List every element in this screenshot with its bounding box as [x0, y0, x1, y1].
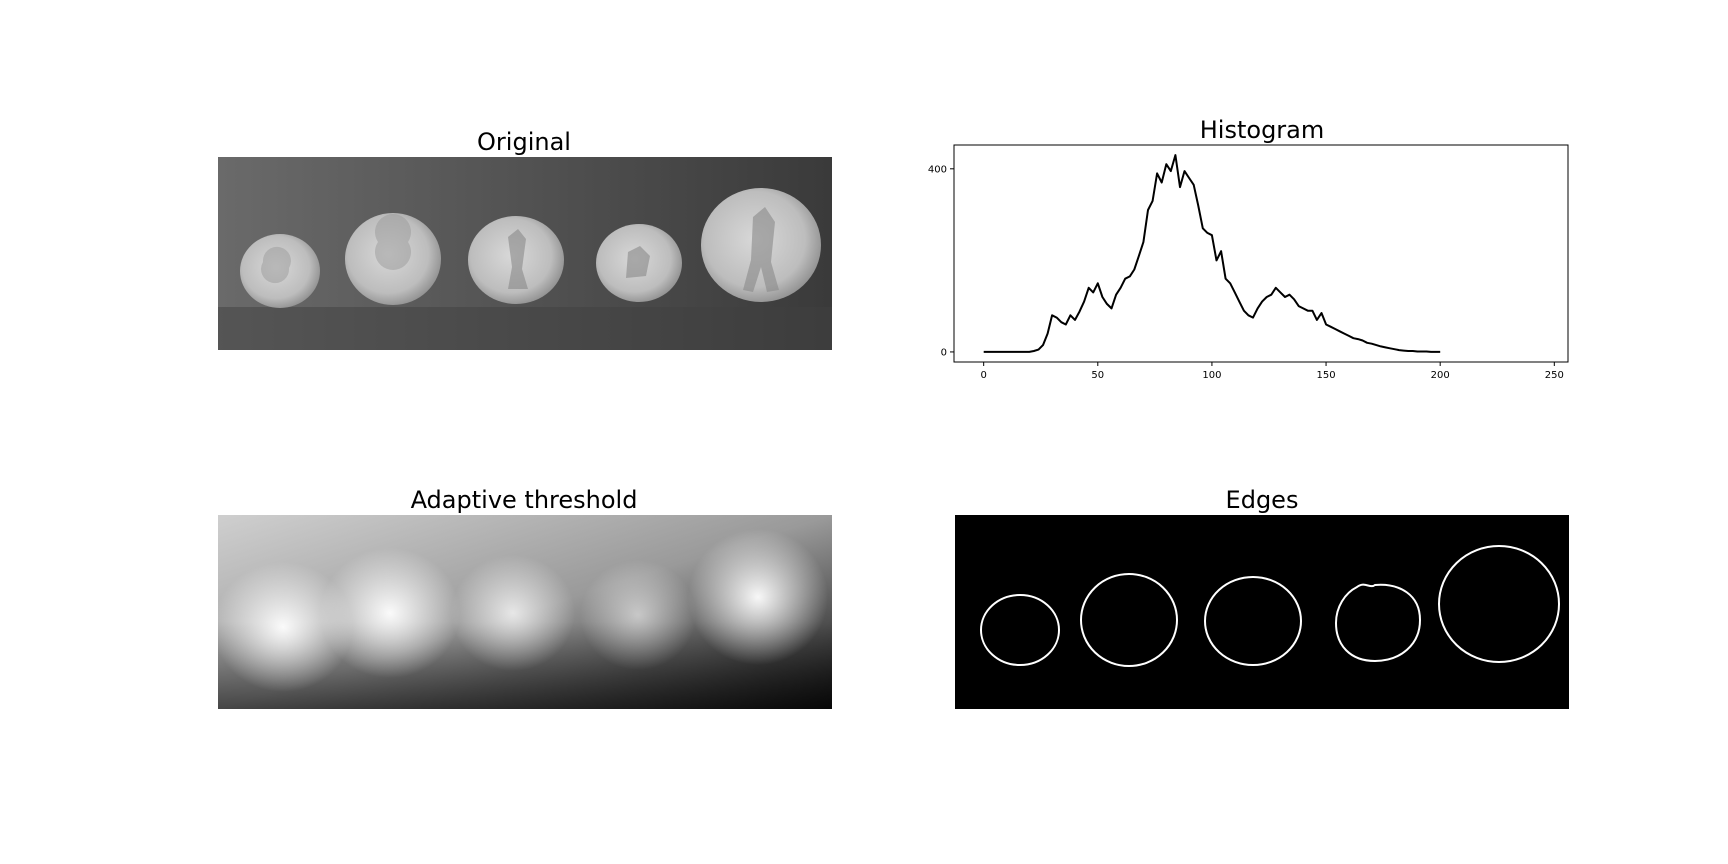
x-tick-label: 200 — [1431, 370, 1450, 380]
histogram-chart: 0 50 100 150 200 250 0 400 — [928, 144, 1569, 380]
x-tick-label: 0 — [980, 370, 986, 380]
adaptive-threshold-image — [218, 515, 832, 709]
histogram-title: Histogram — [1199, 116, 1325, 144]
original-coins-image — [218, 157, 832, 350]
y-tick-label: 400 — [928, 164, 947, 175]
edge-contour — [1204, 576, 1302, 666]
y-tick-label: 0 — [941, 347, 947, 358]
x-tick-label: 100 — [1202, 370, 1221, 380]
histogram-line — [983, 154, 1441, 353]
x-tick-label: 250 — [1545, 370, 1564, 380]
plot-frame — [953, 144, 1569, 363]
edges-image — [955, 515, 1569, 709]
edge-contour — [1438, 545, 1560, 663]
edge-contour — [1080, 573, 1178, 667]
edges-title: Edges — [1225, 486, 1299, 514]
edge-contour — [980, 594, 1060, 666]
original-title: Original — [477, 128, 571, 156]
x-tick-label: 150 — [1317, 370, 1336, 380]
x-tick-label: 50 — [1091, 370, 1104, 380]
adaptive-title: Adaptive threshold — [410, 486, 638, 514]
edge-contour — [1334, 583, 1422, 663]
